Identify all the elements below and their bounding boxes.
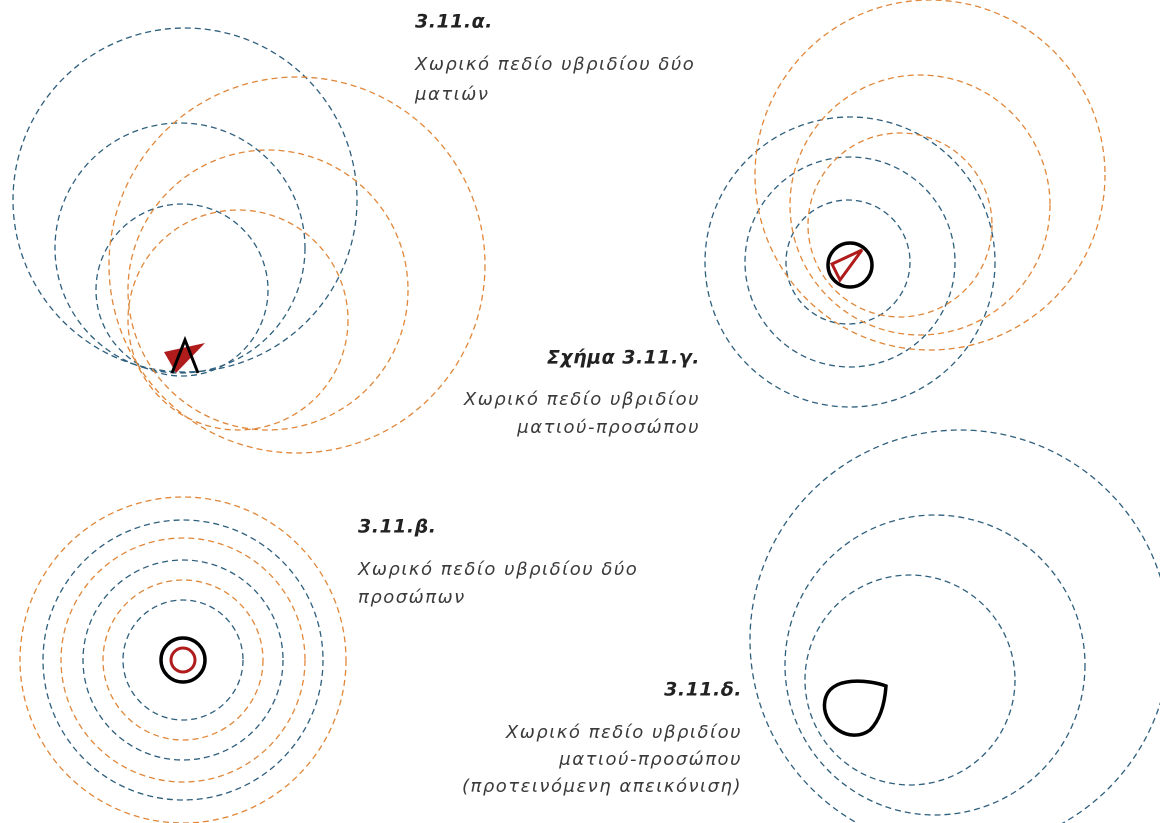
panel-d-field [749,429,1160,823]
caption-line: ματιού-προσώπου [516,417,700,438]
panel-title: 3.11.β. [358,516,436,538]
caption-line: Χωρικό πεδίο υβριδίου δύο [414,54,695,75]
caption-line: Χωρικό πεδίο υβριδίου [463,389,700,410]
panel-c-field [704,0,1106,408]
panel-title: 3.11.δ. [664,679,742,701]
caption-line: ματιού-προσώπου [558,749,742,770]
caption-line: Χωρικό πεδίο υβριδίου δύο [357,559,638,580]
panel-b-field [19,496,347,823]
caption-line: Χωρικό πεδίο υβριδίου [505,722,742,743]
panel-title: 3.11.α. [415,11,493,33]
caption-line: ματιών [414,84,489,105]
caption-line: (προτεινόμενη απεικόνιση) [462,776,742,797]
caption-line: προσώπων [358,587,466,608]
panel-a-field [12,27,486,454]
panel-title: Σχήμα 3.11.γ. [547,347,700,369]
